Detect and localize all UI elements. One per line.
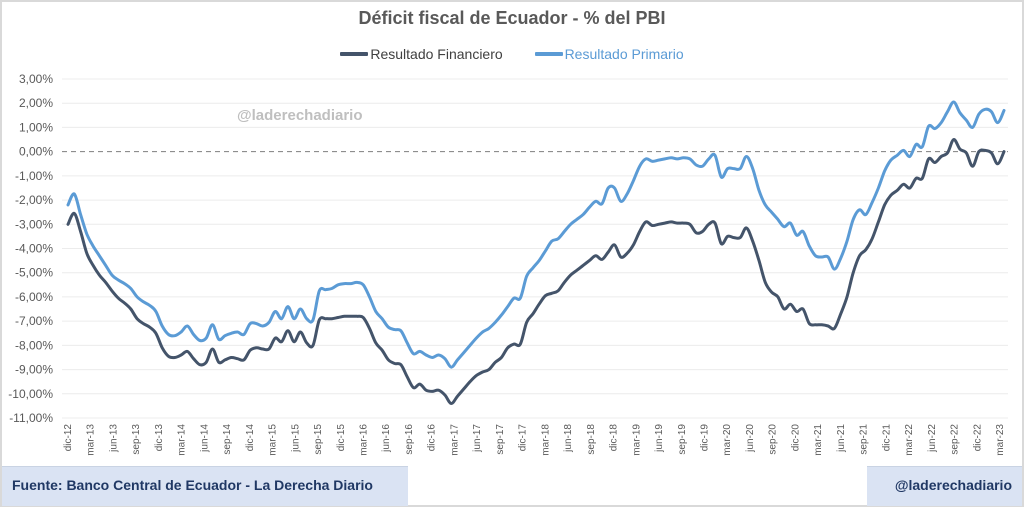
legend-item-financiero: Resultado Financiero [340, 46, 503, 62]
y-tick-label: -5,00% [15, 266, 53, 280]
x-tick-label: mar-21 [813, 424, 824, 456]
x-tick-label: mar-18 [540, 424, 551, 456]
x-tick-label: dic-20 [790, 424, 801, 452]
x-tick-label: dic-17 [518, 424, 529, 452]
x-tick-label: mar-22 [904, 424, 915, 456]
x-tick-label: mar-19 [631, 424, 642, 456]
x-tick-label: jun-15 [290, 424, 301, 453]
x-axis-ticks: dic-12 mar-13 jun-13 sep-13 dic-13 mar-14 jun-… [63, 424, 1006, 456]
y-tick-label: 1,00% [19, 120, 53, 134]
y-tick-label: -4,00% [15, 242, 53, 256]
x-tick-label: mar-23 [995, 424, 1006, 456]
x-tick-label: dic-22 [972, 424, 983, 452]
y-tick-label: -3,00% [15, 217, 53, 231]
x-tick-label: sep-16 [404, 424, 415, 455]
y-tick-label: -9,00% [15, 363, 53, 377]
handle-footer: @laderechadiario [867, 466, 1022, 506]
x-tick-label: jun-16 [381, 424, 392, 453]
x-tick-label: mar-20 [722, 424, 733, 456]
y-tick-label: 3,00% [19, 72, 53, 86]
x-tick-label: sep-20 [768, 424, 779, 455]
legend-label-financiero: Resultado Financiero [370, 46, 503, 62]
y-axis-ticks: 3,00% 2,00% 1,00% 0,00% -1,00% -2,00% -3,00% -4… [8, 72, 53, 425]
x-tick-label: dic-21 [881, 424, 892, 452]
series-line-resultado-primario [66, 100, 1006, 369]
source-footer: Fuente: Banco Central de Ecuador - La De… [2, 466, 408, 506]
x-tick-label: dic-12 [63, 424, 74, 452]
chart-title: Déficit fiscal de Ecuador - % del PBI [358, 8, 666, 28]
y-tick-label: 2,00% [19, 96, 53, 110]
x-tick-label: mar-14 [177, 424, 188, 456]
x-tick-label: jun-22 [927, 424, 938, 453]
x-tick-label: dic-19 [699, 424, 710, 452]
legend-label-primario: Resultado Primario [564, 46, 684, 62]
source-text: Fuente: Banco Central de Ecuador - La De… [12, 477, 373, 493]
series-line-resultado-financiero [66, 138, 1006, 405]
y-tick-label: 0,00% [19, 145, 53, 159]
x-tick-label: sep-17 [495, 424, 506, 455]
y-tick-label: -11,00% [9, 411, 53, 425]
x-tick-label: jun-18 [563, 424, 574, 453]
x-tick-label: mar-15 [268, 424, 279, 456]
x-tick-label: dic-18 [609, 424, 620, 452]
gridlines [62, 78, 1008, 419]
x-tick-label: mar-13 [86, 424, 97, 456]
y-tick-label: -2,00% [15, 193, 53, 207]
x-tick-label: sep-22 [950, 424, 961, 455]
x-tick-label: sep-19 [677, 424, 688, 455]
x-tick-label: jun-14 [199, 424, 210, 453]
x-tick-label: mar-17 [449, 424, 460, 456]
x-tick-label: sep-13 [131, 424, 142, 455]
x-tick-label: jun-13 [108, 424, 119, 453]
y-tick-label: -8,00% [15, 338, 53, 352]
handle-text: @laderechadiario [894, 477, 1012, 493]
legend-item-primario: Resultado Primario [534, 46, 684, 62]
x-tick-label: jun-17 [472, 424, 483, 453]
y-tick-label: -1,00% [15, 169, 53, 183]
x-tick-label: sep-18 [586, 424, 597, 455]
y-tick-label: -6,00% [15, 290, 53, 304]
x-tick-label: sep-15 [313, 424, 324, 455]
series-lines [66, 100, 1006, 405]
x-tick-label: dic-15 [336, 424, 347, 452]
y-tick-label: -10,00% [8, 387, 53, 401]
x-tick-label: sep-21 [859, 424, 870, 455]
y-tick-label: -7,00% [15, 314, 53, 328]
x-tick-label: jun-20 [745, 424, 756, 453]
x-tick-label: dic-16 [427, 424, 438, 452]
legend-swatch-primario [534, 52, 563, 56]
x-tick-label: dic-14 [245, 424, 256, 452]
legend: Resultado Financiero Resultado Primario [0, 43, 1024, 62]
x-tick-label: jun-19 [654, 424, 665, 453]
x-tick-label: mar-16 [359, 424, 370, 456]
x-tick-label: dic-13 [154, 424, 165, 452]
watermark: @laderechadiario [237, 107, 363, 124]
x-tick-label: sep-14 [222, 424, 233, 455]
legend-swatch-financiero [340, 52, 369, 56]
x-tick-label: jun-21 [836, 424, 847, 453]
